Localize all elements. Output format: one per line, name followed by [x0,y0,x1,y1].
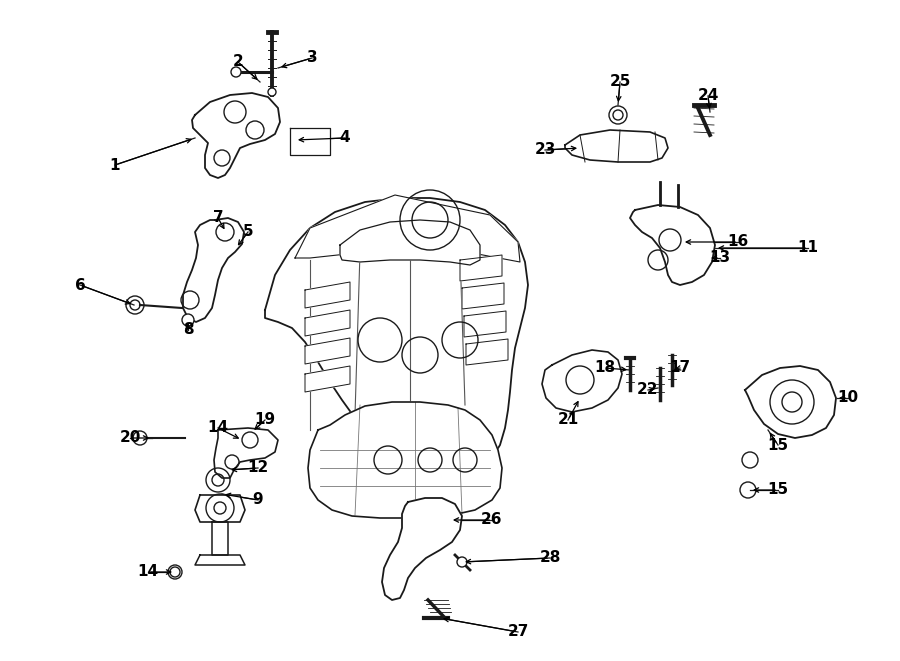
Text: 20: 20 [120,430,140,446]
Text: 13: 13 [709,251,731,266]
Polygon shape [466,339,508,365]
Text: 25: 25 [609,75,631,89]
Polygon shape [630,205,715,285]
Text: 18: 18 [594,360,616,375]
Polygon shape [462,283,504,309]
Polygon shape [464,311,506,337]
Text: 3: 3 [307,50,318,65]
Circle shape [457,557,467,567]
Polygon shape [265,198,528,475]
Text: 22: 22 [637,383,659,397]
Text: 5: 5 [243,225,253,239]
Polygon shape [305,282,350,308]
Text: 21: 21 [557,412,579,428]
Circle shape [168,565,182,579]
Text: 27: 27 [508,625,528,639]
Polygon shape [195,495,245,522]
Polygon shape [308,402,502,518]
Polygon shape [305,310,350,336]
Polygon shape [195,555,245,565]
Text: 17: 17 [670,360,690,375]
Polygon shape [305,338,350,364]
Polygon shape [460,255,502,281]
Text: 6: 6 [75,278,86,293]
Text: 11: 11 [797,241,818,256]
Polygon shape [382,498,462,600]
Text: 1: 1 [110,157,121,173]
Polygon shape [290,128,330,155]
Circle shape [133,431,147,445]
Polygon shape [183,218,244,322]
Polygon shape [295,195,520,262]
Text: 19: 19 [255,412,275,428]
Text: 4: 4 [339,130,350,145]
Text: 7: 7 [212,210,223,225]
Text: 9: 9 [253,492,264,508]
Text: 2: 2 [232,54,243,69]
Polygon shape [542,350,622,412]
Text: 12: 12 [248,461,268,475]
Text: 8: 8 [183,323,194,338]
Polygon shape [565,130,668,162]
Text: 24: 24 [698,89,719,104]
Polygon shape [212,522,228,555]
Polygon shape [745,366,836,438]
Circle shape [182,314,194,326]
Text: 14: 14 [207,420,229,436]
Text: 15: 15 [768,438,788,453]
Circle shape [231,67,241,77]
Polygon shape [340,220,480,265]
Text: 23: 23 [535,143,555,157]
Text: 26: 26 [482,512,503,527]
Text: 15: 15 [768,483,788,498]
Text: 14: 14 [138,564,158,580]
Text: 16: 16 [727,235,749,249]
Polygon shape [192,93,280,178]
Polygon shape [214,428,278,478]
Text: 28: 28 [539,551,561,566]
Text: 10: 10 [837,391,859,405]
Polygon shape [305,366,350,392]
Circle shape [268,88,276,96]
